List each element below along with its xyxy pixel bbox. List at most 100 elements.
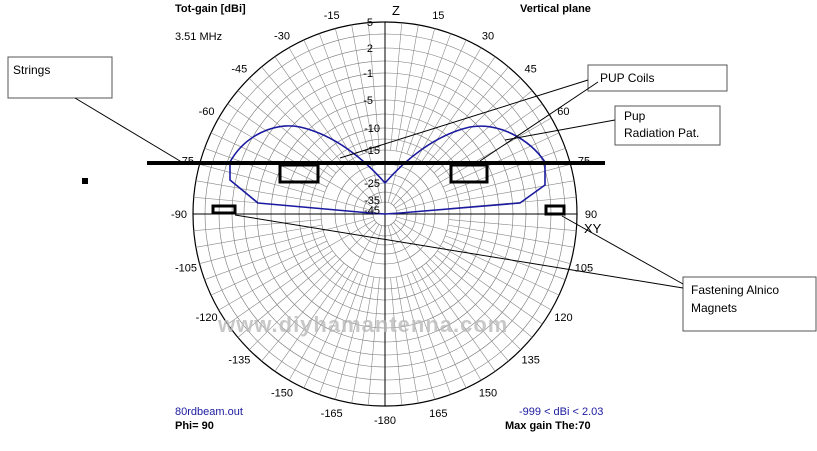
magnet bbox=[544, 204, 566, 216]
angle-label: 60 bbox=[557, 106, 569, 118]
grid-spoke bbox=[367, 277, 380, 406]
angle-label: 75 bbox=[578, 156, 590, 168]
annotation: PUP Coils bbox=[600, 71, 654, 85]
frequency: 3.51 MHz bbox=[175, 31, 222, 43]
angle-label: -30 bbox=[274, 31, 290, 43]
z-label: Z bbox=[392, 3, 400, 18]
angle-label: -120 bbox=[196, 312, 218, 324]
angle-label: 150 bbox=[479, 387, 497, 399]
grid-spoke bbox=[237, 254, 337, 338]
grid-spoke bbox=[445, 148, 566, 193]
angle-label: -60 bbox=[199, 106, 215, 118]
grid-spoke bbox=[393, 78, 521, 206]
angle-label: -105 bbox=[175, 262, 197, 274]
title: Tot-gain [dBi] bbox=[175, 3, 246, 15]
annotation: Magnets bbox=[691, 301, 737, 315]
grid-spoke bbox=[390, 277, 403, 406]
grid-spoke bbox=[396, 216, 571, 264]
radial-label: -10 bbox=[364, 123, 380, 135]
xy-label: XY bbox=[584, 221, 602, 236]
angle-label: -180 bbox=[374, 415, 396, 427]
angle-label: -75 bbox=[178, 156, 194, 168]
marker bbox=[82, 178, 88, 184]
grid-spoke bbox=[351, 24, 375, 152]
grid-spoke bbox=[387, 28, 435, 203]
grid-spoke bbox=[218, 219, 375, 311]
radial-label: -1 bbox=[363, 68, 373, 80]
pointer bbox=[339, 79, 589, 159]
grid-spoke bbox=[447, 180, 575, 204]
pointer bbox=[234, 214, 684, 289]
grid-spoke bbox=[195, 180, 323, 204]
angle-label: -135 bbox=[228, 355, 250, 367]
radial-label: -45 bbox=[364, 205, 380, 217]
radial-labels: 5 2 -1 -5 -10 -15 -25 -35 -45 bbox=[363, 17, 380, 217]
grid-spoke bbox=[249, 222, 377, 350]
radial-label: 5 bbox=[367, 17, 373, 29]
gain-range: -999 < dBi < 2.03 bbox=[519, 406, 603, 418]
radial-label: -5 bbox=[363, 95, 373, 107]
grid-spoke bbox=[335, 28, 383, 203]
grid-spoke bbox=[319, 33, 364, 154]
annotation: Strings bbox=[13, 63, 50, 77]
grid-spoke bbox=[210, 132, 328, 188]
grid-spoke bbox=[387, 225, 435, 400]
angle-labels: -15 15-30 30-45 45-60 60-75 75-90 90-105 105-12… bbox=[171, 10, 597, 427]
annotation-box bbox=[587, 64, 728, 92]
angle-label: -165 bbox=[321, 408, 343, 420]
grid-spoke bbox=[393, 222, 521, 350]
annotation: Fastening Alnico bbox=[691, 283, 779, 297]
grid-spoke bbox=[390, 224, 482, 381]
grid-spoke bbox=[261, 262, 345, 362]
annotation-box bbox=[614, 105, 721, 146]
grid-spoke bbox=[433, 90, 533, 174]
grid-spoke bbox=[425, 66, 509, 166]
grid-spoke bbox=[199, 164, 374, 212]
grid-spoke bbox=[195, 224, 323, 248]
radial-label: -35 bbox=[364, 195, 380, 207]
grid-spoke bbox=[204, 148, 325, 193]
grid-spoke bbox=[395, 219, 552, 311]
grid-spoke bbox=[335, 225, 383, 400]
pointer bbox=[561, 215, 684, 285]
grid-spoke bbox=[447, 224, 575, 248]
grid-spoke bbox=[303, 39, 359, 157]
grid-spoke bbox=[249, 78, 377, 206]
plane: Vertical plane bbox=[520, 3, 591, 15]
pointer bbox=[479, 81, 599, 162]
annotation-box bbox=[682, 276, 817, 332]
magnet bbox=[211, 204, 237, 215]
grid-spoke bbox=[421, 266, 496, 372]
file-name: 80rdbeam.out bbox=[175, 406, 243, 418]
phi: Phi= 90 bbox=[175, 420, 214, 432]
grid-spoke bbox=[395, 276, 419, 404]
grid-spoke bbox=[411, 39, 467, 157]
angle-label: 120 bbox=[554, 312, 572, 324]
angle-label: 30 bbox=[482, 31, 494, 43]
grid-spoke bbox=[421, 56, 496, 162]
annotation-box bbox=[7, 56, 113, 99]
annotation: Pup bbox=[624, 109, 646, 123]
grid-spoke bbox=[425, 262, 509, 362]
watermark: www.diyhamantenna.com bbox=[217, 312, 508, 337]
grid-spoke bbox=[445, 235, 566, 280]
grid-spoke bbox=[288, 224, 380, 381]
grid-spoke bbox=[204, 235, 325, 280]
grid-spoke bbox=[442, 132, 560, 188]
angle-label: 90 bbox=[585, 209, 597, 221]
grid-spoke bbox=[448, 219, 577, 232]
grid-spoke bbox=[274, 56, 349, 162]
grid-spoke bbox=[210, 240, 328, 296]
grid-spoke bbox=[406, 274, 451, 395]
grid-spoke bbox=[227, 250, 333, 325]
radial-label: -25 bbox=[364, 178, 380, 190]
annotation: Radiation Pat. bbox=[624, 126, 699, 140]
grid-spoke bbox=[396, 164, 571, 212]
max-gain: Max gain The:70 bbox=[505, 420, 591, 432]
angle-label: 135 bbox=[521, 355, 539, 367]
angle-label: -150 bbox=[271, 387, 293, 399]
angle-label: -15 bbox=[324, 10, 340, 22]
angle-label: -45 bbox=[231, 63, 247, 75]
pup-coil bbox=[278, 163, 320, 184]
radial-label: -15 bbox=[364, 145, 380, 157]
